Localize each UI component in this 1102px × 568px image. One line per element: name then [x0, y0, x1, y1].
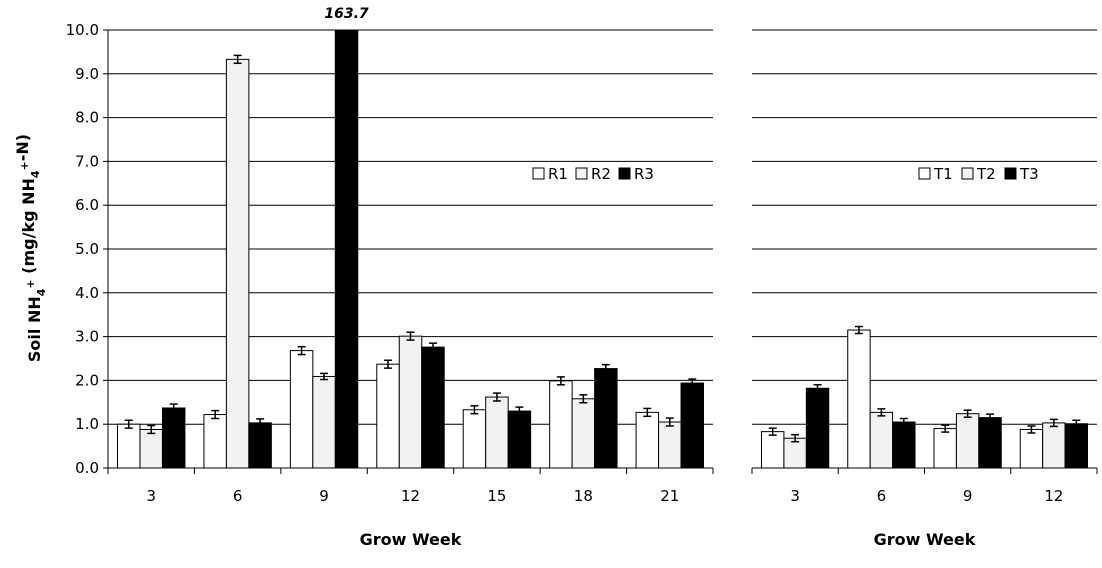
- bar-R3: [594, 368, 618, 469]
- bar-T3: [978, 417, 1002, 469]
- y-tick-label: 2.0: [75, 371, 99, 389]
- y-tick-label: 7.0: [75, 152, 99, 170]
- legend-label-R1: R1: [548, 165, 568, 183]
- y-tick-label: 9.0: [75, 65, 99, 83]
- x-tick-label: 6: [877, 487, 887, 505]
- x-tick-label: 21: [660, 487, 679, 505]
- bar-R2: [485, 396, 509, 469]
- bar-R1: [376, 363, 400, 469]
- bar-R3: [507, 410, 532, 469]
- bar-T1: [847, 329, 871, 469]
- y-tick-label: 4.0: [75, 284, 99, 302]
- bar-T2: [955, 413, 980, 469]
- bar-R1: [549, 380, 573, 469]
- bar-R3: [248, 422, 272, 469]
- bar-R2: [225, 58, 250, 469]
- x-tick-label: 12: [1044, 487, 1063, 505]
- y-tick-label: 6.0: [75, 196, 99, 214]
- bar-T2: [869, 411, 894, 469]
- legend-label-R2: R2: [591, 165, 611, 183]
- x-tick-label: 18: [574, 487, 593, 505]
- legend-swatch-T1: [918, 167, 931, 180]
- bar-T1: [760, 431, 785, 469]
- bar-T1: [933, 428, 957, 469]
- legend-label-T2: T2: [976, 165, 996, 183]
- bar-R2: [312, 375, 336, 469]
- bar-T2: [1042, 422, 1066, 469]
- bar-R1: [203, 414, 227, 469]
- x-tick-label: 9: [963, 487, 973, 505]
- legend-swatch-R3: [618, 167, 631, 180]
- bar-T2: [783, 437, 807, 469]
- bar-T3: [805, 387, 830, 469]
- x-tick-label: 15: [487, 487, 506, 505]
- bar-R3: [680, 382, 704, 469]
- bar-R3: [421, 346, 445, 469]
- bar-T3: [892, 421, 916, 469]
- x-tick-label: 3: [790, 487, 800, 505]
- x-tick-label: 6: [233, 487, 243, 505]
- bar-T1: [1019, 428, 1044, 469]
- legend-swatch-T2: [961, 167, 974, 180]
- legend-swatch-R1: [532, 167, 545, 180]
- chart-panel-t: 3 6 9 12 Grow Week T1 T2 T3: [751, 29, 1098, 549]
- x-axis-title: Grow Week: [874, 530, 976, 549]
- legend-swatch-R2: [575, 167, 588, 180]
- y-axis-title: Soil NH4+ (mg/kg NH4+-N): [13, 134, 48, 362]
- bar-R1: [635, 411, 660, 469]
- chart-panel-r: 0.0 1.0 2.0 3.0 4.0 5.0 6.0 7.0 8.0 9.0 10.0 3 6 9 12 1…: [66, 6, 714, 549]
- y-tick-label: 5.0: [75, 240, 99, 258]
- legend-swatch-T3: [1004, 167, 1017, 180]
- value-annotation: 163.7: [324, 6, 369, 22]
- bar-R3: [161, 407, 186, 469]
- legend-label-R3: R3: [634, 165, 654, 183]
- x-axis-title: Grow Week: [360, 530, 462, 549]
- x-tick-label: 12: [401, 487, 420, 505]
- bar-R1: [289, 350, 314, 469]
- x-tick-label: 9: [319, 487, 329, 505]
- legend-label-T3: T3: [1019, 165, 1039, 183]
- bar-R2: [139, 428, 163, 469]
- legend-label-T1: T1: [933, 165, 953, 183]
- bar-R3: [334, 29, 359, 469]
- y-tick-label: 1.0: [75, 415, 99, 433]
- bar-R2: [658, 421, 682, 469]
- bar-R1: [117, 423, 141, 469]
- y-tick-label: 8.0: [75, 109, 99, 127]
- y-tick-label: 10.0: [66, 21, 99, 39]
- bar-R2: [398, 335, 423, 469]
- bar-R2: [571, 398, 596, 469]
- bar-R1: [462, 409, 487, 469]
- bar-T3: [1064, 423, 1089, 469]
- x-tick-label: 3: [146, 487, 156, 505]
- y-tick-label: 0.0: [75, 459, 99, 477]
- y-tick-label: 3.0: [75, 328, 99, 346]
